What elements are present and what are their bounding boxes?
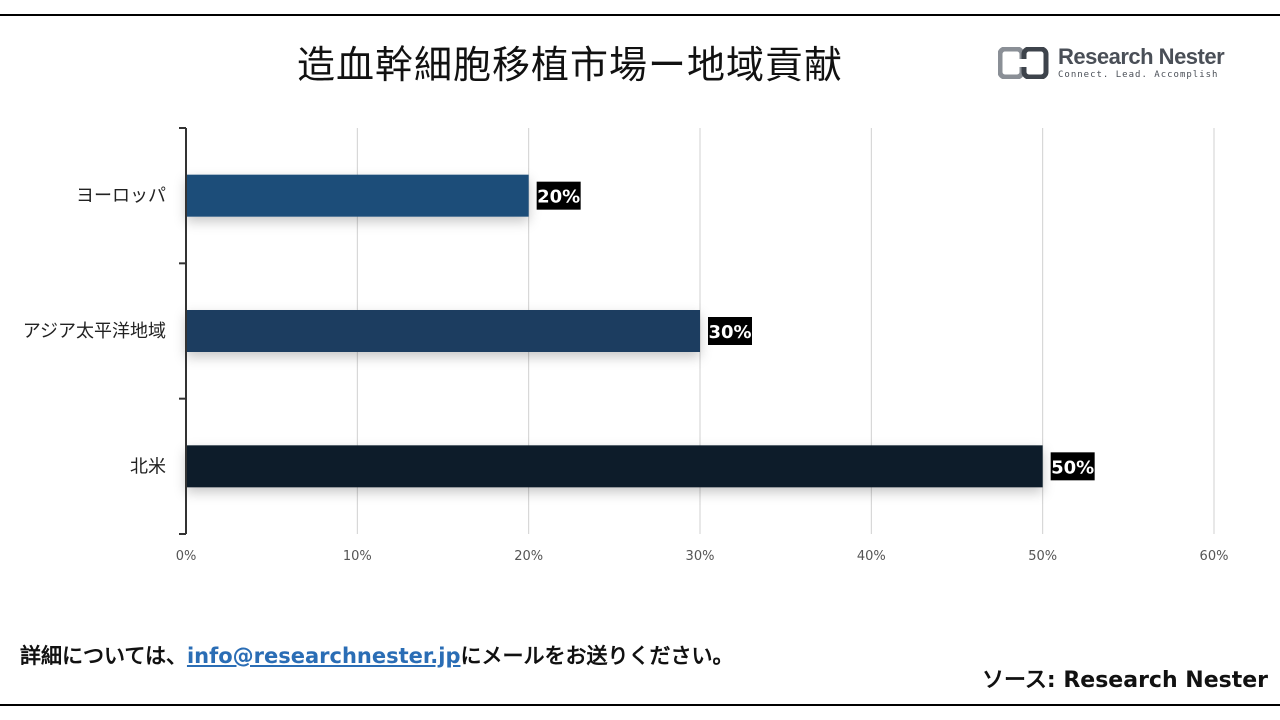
research-nester-logo: Research Nester Connect. Lead. Accomplis… bbox=[998, 44, 1228, 84]
bottom-rule bbox=[0, 704, 1280, 706]
y-category-label: アジア太平洋地域 bbox=[23, 321, 166, 342]
x-tick-label: 20% bbox=[514, 549, 543, 564]
y-category-label: ヨーロッパ bbox=[76, 186, 166, 207]
data-label-bg bbox=[536, 181, 581, 210]
bar-1 bbox=[186, 174, 529, 217]
data-label: 20% bbox=[537, 187, 580, 208]
x-tick-label: 30% bbox=[686, 549, 715, 564]
data-label: 30% bbox=[708, 322, 751, 343]
x-tick-label: 0% bbox=[176, 549, 197, 564]
x-tick-label: 40% bbox=[857, 549, 886, 564]
bar-2 bbox=[186, 310, 700, 352]
y-category-label: 北米 bbox=[130, 456, 166, 477]
page-title: 造血幹細胞移植市場ー地域貢献 bbox=[296, 43, 843, 87]
logo-mark-icon bbox=[998, 47, 1049, 79]
contact-line: 詳細については、info@researchnester.jpにメールをお送りくだ… bbox=[20, 640, 733, 670]
bar-3 bbox=[186, 445, 1043, 488]
x-tick-label: 50% bbox=[1028, 549, 1057, 564]
source-credit: ソース: Research Nester bbox=[981, 668, 1268, 693]
top-rule bbox=[0, 14, 1280, 16]
bar-chart: 0% 10% 20% 30% 40% 50% 60% ヨーロッパ 20% アジア太平洋地域 30% 北… bbox=[23, 127, 1229, 564]
data-label-bg bbox=[1050, 452, 1095, 481]
x-tick-label: 10% bbox=[343, 549, 372, 564]
x-tick-label: 60% bbox=[1200, 549, 1229, 564]
logo-name: Research Nester bbox=[1058, 44, 1225, 69]
contact-prefix: 詳細については、 bbox=[20, 644, 187, 668]
data-label-bg bbox=[708, 317, 752, 345]
logo-tagline: Connect. Lead. Accomplish bbox=[1058, 70, 1219, 80]
data-label: 50% bbox=[1051, 457, 1094, 478]
contact-email-link[interactable]: info@researchnester.jp bbox=[186, 644, 461, 668]
contact-suffix: にメールをお送りください。 bbox=[460, 644, 734, 668]
